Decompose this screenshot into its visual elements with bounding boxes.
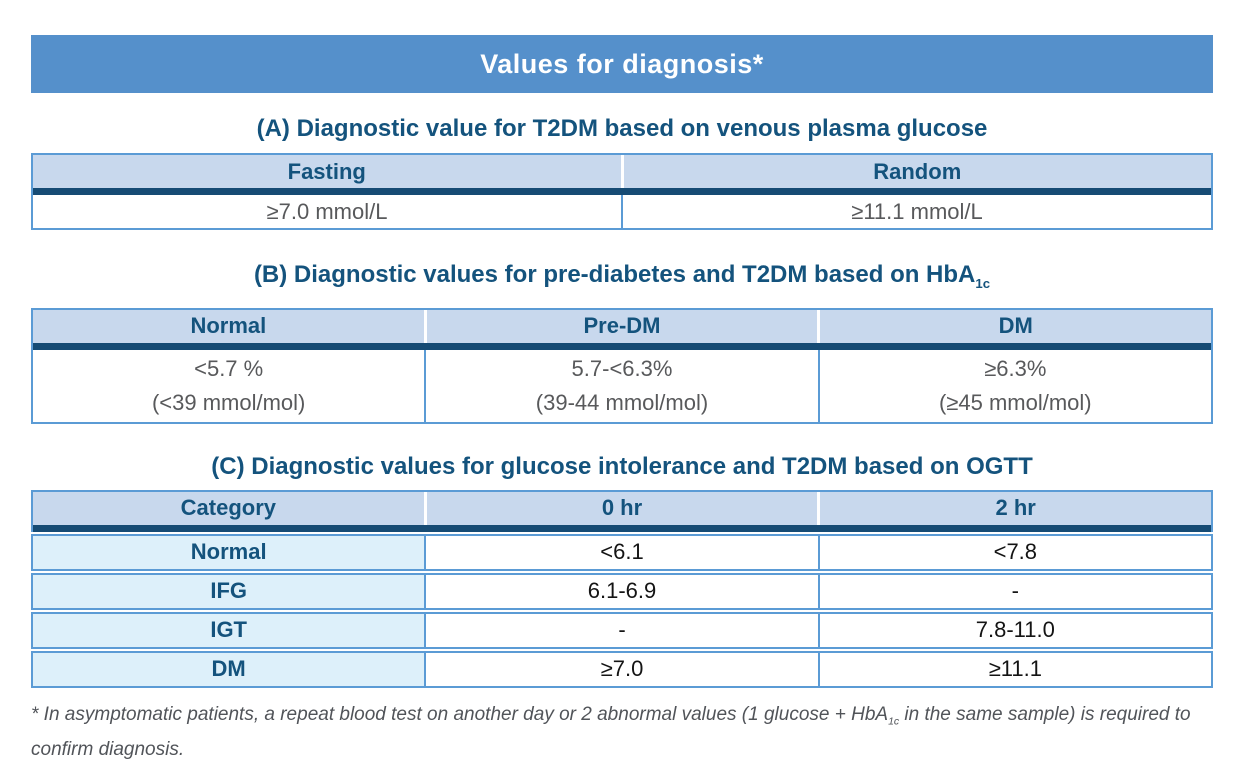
- table-a: Fasting Random ≥7.0 mmol/L ≥11.1 mmol/L: [31, 153, 1213, 230]
- category-cell: IGT: [33, 613, 425, 647]
- value-cell-0hr: ≥7.0: [424, 652, 817, 686]
- section-b-title-subscript: 1c: [975, 275, 991, 291]
- header-cell-dm: DM: [817, 309, 1211, 343]
- table-b-header-row: Normal Pre-DM DM: [33, 309, 1211, 343]
- table-b: Normal Pre-DM DM <5.7 % (<39 mmol/mol) 5…: [31, 307, 1213, 424]
- data-cell-fasting-value: ≥7.0 mmol/L: [266, 199, 388, 224]
- category-cell: IFG: [33, 574, 425, 608]
- value-mmol: (<39 mmol/mol): [151, 389, 306, 415]
- header-cell-normal: Normal: [190, 313, 267, 339]
- table-a-data-row: ≥7.0 mmol/L ≥11.1 mmol/L: [33, 195, 1211, 228]
- header-cell-pre-dm: Pre-DM: [423, 309, 818, 343]
- table-row-normal: Normal <6.1 <7.8: [31, 533, 1213, 571]
- table-c-header-row: Category 0 hr 2 hr: [33, 491, 1211, 525]
- footnote-text-1: * In asymptomatic patients, a repeat blo…: [31, 703, 889, 725]
- section-c-title: (C) Diagnostic values for glucose intole…: [211, 452, 1033, 480]
- section-a-title: (A) Diagnostic value for T2DM based on v…: [256, 115, 988, 142]
- table-row-dm: DM ≥7.0 ≥11.1: [31, 650, 1213, 688]
- data-cell-random-value: ≥11.1 mmol/L: [621, 195, 1211, 228]
- data-cell-dm-value: ≥6.3% (≥45 mmol/mol): [817, 349, 1211, 422]
- header-separator-bar: [33, 342, 1211, 350]
- value-mmol: (≥45 mmol/mol): [938, 389, 1092, 415]
- category-cell: Normal: [33, 535, 425, 569]
- value-cell-2hr: 7.8-11.0: [817, 613, 1211, 647]
- data-cell-normal-value: <5.7 % (<39 mmol/mol): [33, 350, 424, 422]
- section-b-title-text: (B) Diagnostic values for pre-diabetes a…: [253, 261, 976, 288]
- value-cell-0hr: 6.1-6.9: [424, 574, 817, 608]
- table-b-data-row: <5.7 % (<39 mmol/mol) 5.7-<6.3% (39-44 m…: [33, 349, 1211, 422]
- table-c: Category 0 hr 2 hr Normal <6.1 <7.8 IFG …: [31, 489, 1213, 688]
- value-mmol: (39-44 mmol/mol): [535, 389, 709, 415]
- main-title: Values for diagnosis*: [480, 48, 764, 79]
- section-b-title: (B) Diagnostic values for pre-diabetes a…: [31, 260, 1213, 299]
- table-row-ifg: IFG 6.1-6.9 -: [31, 572, 1213, 610]
- value-percent: 5.7-<6.3%: [571, 355, 673, 381]
- footnote-subscript: 1c: [888, 716, 900, 728]
- table-a-header-row: Fasting Random: [33, 155, 1211, 188]
- value-cell-0hr: -: [424, 613, 817, 647]
- table-c-header: Category 0 hr 2 hr: [31, 489, 1213, 532]
- header-cell-category: Category: [180, 495, 277, 521]
- value-cell-0hr: <6.1: [424, 535, 817, 569]
- header-separator-bar: [33, 188, 1211, 195]
- category-cell: DM: [33, 652, 425, 686]
- header-cell-fasting: Fasting: [287, 158, 366, 184]
- main-title-banner: Values for diagnosis*: [31, 35, 1213, 93]
- header-cell-0hr: 0 hr: [423, 491, 818, 525]
- header-separator-bar: [33, 524, 1211, 532]
- value-cell-2hr: <7.8: [817, 535, 1211, 569]
- value-cell-2hr: -: [817, 574, 1211, 608]
- header-cell-2hr: 2 hr: [817, 491, 1211, 525]
- value-cell-2hr: ≥11.1: [817, 652, 1211, 686]
- value-percent: <5.7 %: [194, 355, 264, 381]
- value-percent: ≥6.3%: [984, 355, 1047, 381]
- header-cell-random: Random: [620, 155, 1212, 188]
- footnote: * In asymptomatic patients, a repeat blo…: [31, 701, 1201, 763]
- table-row-igt: IGT - 7.8-11.0: [31, 611, 1213, 649]
- data-cell-pre-dm-value: 5.7-<6.3% (39-44 mmol/mol): [424, 349, 817, 422]
